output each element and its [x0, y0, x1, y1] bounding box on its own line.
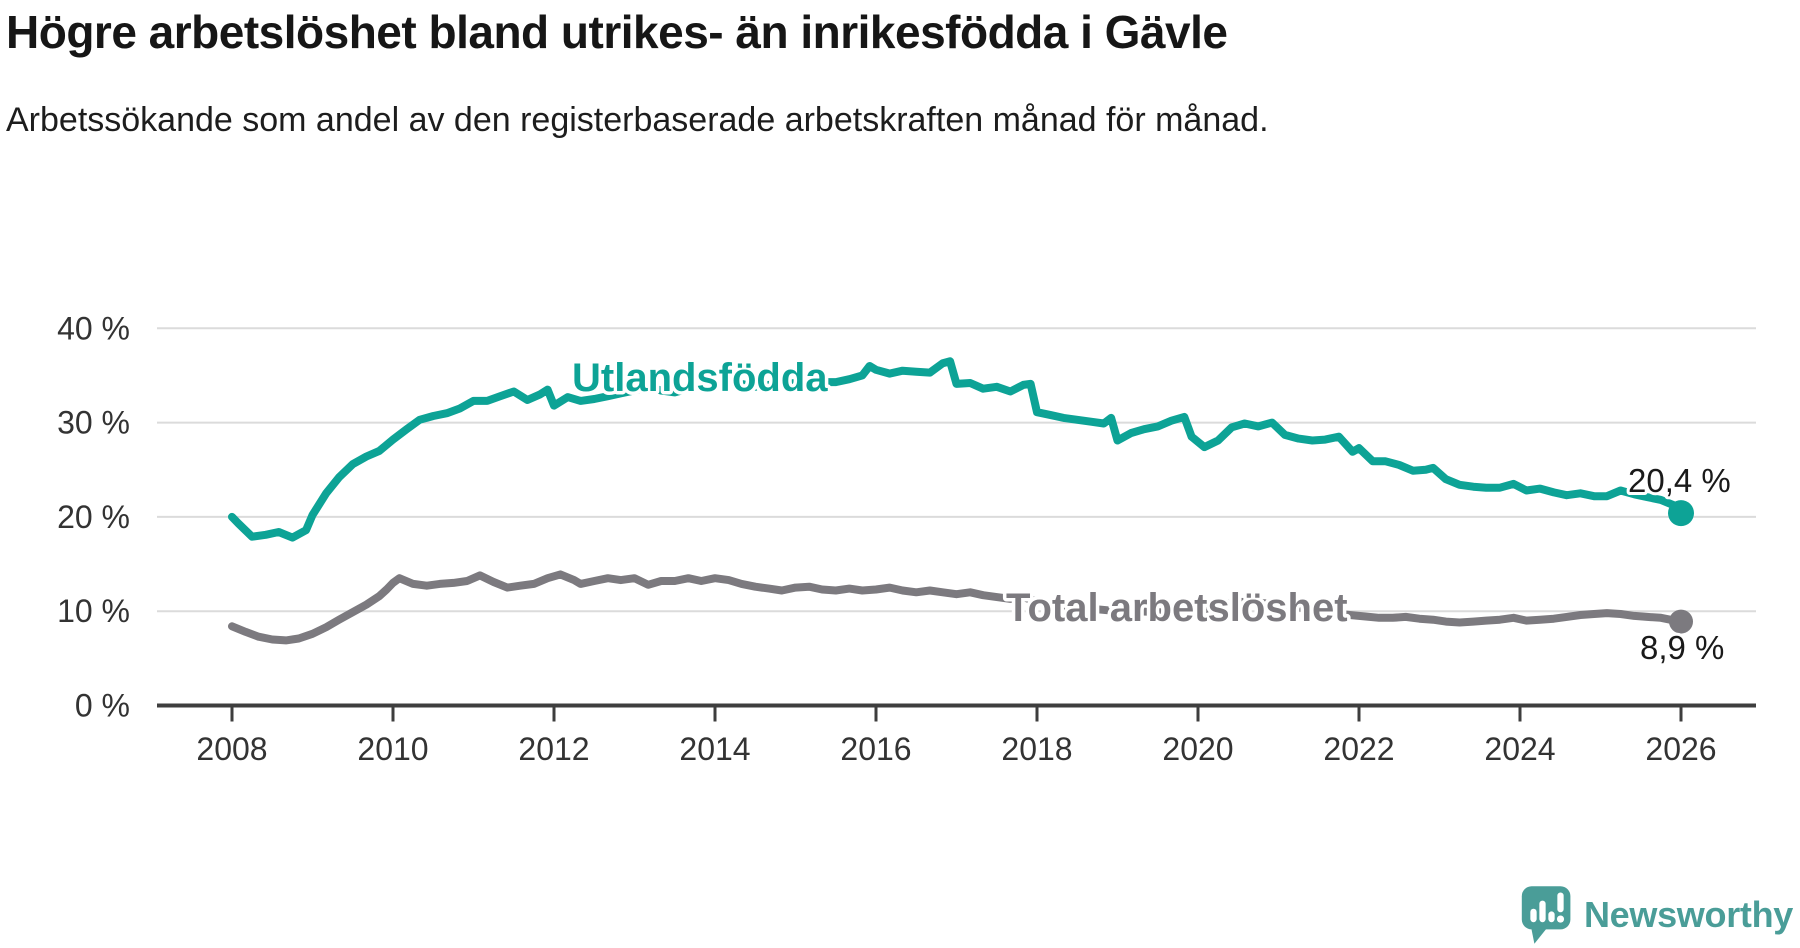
x-tick-label: 2022: [1323, 731, 1394, 767]
y-tick-label: 30 %: [57, 405, 130, 441]
x-axis-labels: 2008 2010 2012 2014 2016 2018 2020 2022 2024 2026: [196, 731, 1716, 767]
series-end-dot-total: [1669, 609, 1693, 634]
series-labels: Utlandsfödda Total arbetslöshet: [569, 353, 1352, 634]
y-axis-labels: 0 % 10 % 20 % 30 % 40 %: [57, 310, 130, 723]
x-tick-label: 2018: [1001, 731, 1072, 767]
newsworthy-logo-icon: [1521, 886, 1571, 944]
y-tick-label: 0 %: [75, 688, 130, 724]
x-tick-label: 2016: [840, 731, 911, 767]
logo-bubble-tail: [1530, 925, 1549, 944]
x-tick-label: 2012: [518, 731, 589, 767]
x-tick-label: 2020: [1162, 731, 1233, 767]
x-tick-label: 2024: [1484, 731, 1555, 767]
series-label-total: Total arbetslöshet: [1006, 586, 1348, 630]
y-tick-label: 40 %: [57, 310, 130, 346]
x-axis: [157, 703, 1756, 722]
logo-bar-3: [1548, 911, 1555, 923]
series-lines: [228, 357, 1685, 645]
end-value-label-total: 8,9 %: [1640, 629, 1724, 666]
page-title: Högre arbetslöshet bland utrikes- än inr…: [6, 6, 1228, 58]
series-line-total: [228, 570, 1685, 645]
gridlines: [157, 327, 1756, 613]
logo-bar-1: [1530, 908, 1537, 923]
y-tick-label: 10 %: [57, 593, 130, 629]
series-end-dots: [1668, 500, 1694, 634]
y-tick-label: 20 %: [57, 499, 130, 535]
logo-exclamation-dot: [1556, 915, 1565, 923]
series-line-utlandsfodda: [228, 357, 1685, 542]
series-label-utlandsfodda: Utlandsfödda: [572, 356, 828, 400]
x-tick-label: 2010: [357, 731, 428, 767]
series-end-value-labels: 20,4 % 8,9 %: [1625, 459, 1734, 669]
end-value-label-utlandsfodda: 20,4 %: [1628, 462, 1731, 499]
x-tick-label: 2026: [1645, 731, 1716, 767]
newsworthy-logo-text: Newsworthy: [1583, 894, 1793, 935]
chart-subtitle: Arbetssökande som andel av den registerb…: [6, 100, 1269, 139]
newsworthy-logo[interactable]: Newsworthy: [1520, 884, 1793, 946]
chart-header: Högre arbetslöshet bland utrikes- än inr…: [6, 6, 1786, 144]
series-end-dot-utlandsfodda: [1668, 500, 1694, 527]
x-tick-label: 2014: [679, 731, 750, 767]
x-tick-label: 2008: [196, 731, 267, 767]
logo-bar-2: [1539, 900, 1546, 923]
logo-exclamation-bar: [1557, 892, 1564, 913]
